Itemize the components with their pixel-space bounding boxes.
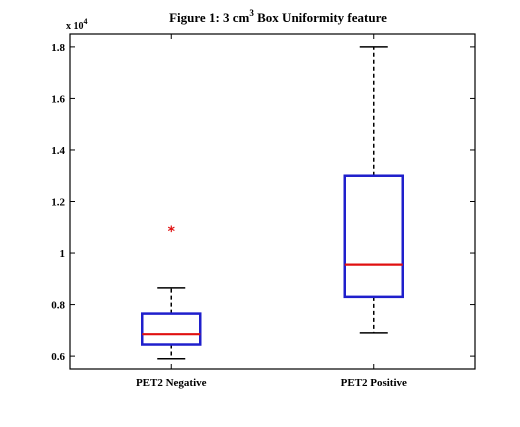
chart-title: Figure 1: 3 cm3 Box Uniformity feature xyxy=(169,8,387,25)
plot-area-frame xyxy=(69,33,476,370)
chart-title-prefix: Figure 1: 3 cm xyxy=(169,10,249,25)
y-exponent-label: x 104 xyxy=(66,17,88,32)
x-category-label: PET2 Positive xyxy=(341,377,407,389)
y-tick-label: 1 xyxy=(60,248,66,260)
y-exponent-base: x 10 xyxy=(66,21,84,32)
box-group xyxy=(343,46,404,334)
y-axis-ticks: 0.6 0.8 1 1.2 1.4 1.6 1.8 xyxy=(51,42,475,363)
chart-title-superscript: 3 xyxy=(249,8,254,18)
y-tick-label: 0.8 xyxy=(51,300,65,312)
x-category-label: PET2 Negative xyxy=(136,377,207,389)
box-series: * xyxy=(141,46,404,360)
iqr-box xyxy=(141,312,202,346)
box-group: * xyxy=(141,224,202,360)
outlier-point: * xyxy=(168,224,176,240)
y-tick-label: 0.6 xyxy=(51,351,65,363)
y-tick-label: 1.8 xyxy=(51,42,65,54)
y-exponent-power: 4 xyxy=(84,17,88,26)
y-tick-label: 1.6 xyxy=(51,93,65,105)
x-axis-labels: PET2 Negative PET2 Positive xyxy=(136,34,407,389)
y-tick-label: 1.2 xyxy=(51,197,65,209)
y-tick-label: 1.4 xyxy=(51,145,65,157)
chart-title-suffix: Box Uniformity feature xyxy=(254,10,387,25)
iqr-box xyxy=(343,174,404,299)
